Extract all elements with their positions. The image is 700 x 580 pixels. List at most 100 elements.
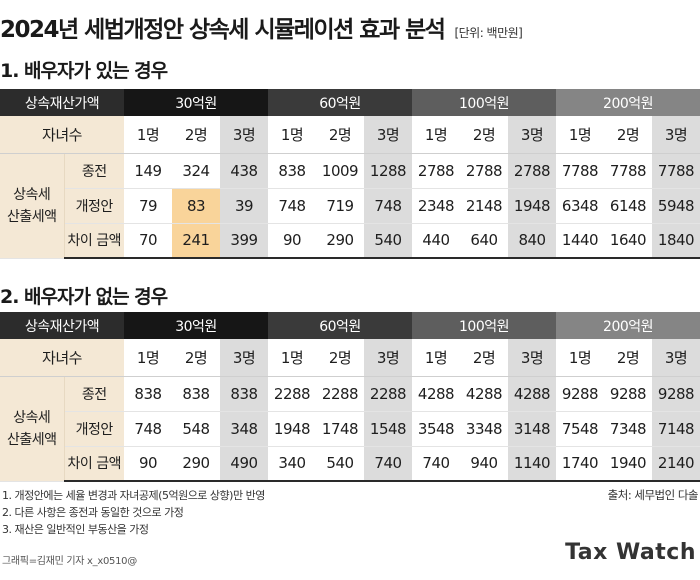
value-cell: 1440 <box>556 223 605 259</box>
row-label: 개정안 <box>64 188 124 224</box>
value-cell: 748 <box>268 188 316 224</box>
kids-cell: 3명 <box>652 116 700 154</box>
value-cell: 640 <box>460 223 508 259</box>
kids-cell: 2명 <box>604 339 653 377</box>
value-cell: 740 <box>364 446 412 482</box>
value-cell: 7788 <box>604 153 653 189</box>
value-cell: 1948 <box>268 411 316 447</box>
value-cell: 2288 <box>268 376 316 412</box>
value-cell: 290 <box>172 446 220 482</box>
table-with-spouse: 상속재산가액 30억원 60억원 100억원 200억원 자녀수 1명 2명 3… <box>0 89 700 259</box>
amount-header-60: 60억원 <box>268 312 412 339</box>
value-cell: 3148 <box>508 411 557 447</box>
value-cell: 6148 <box>604 188 653 224</box>
table-without-spouse: 상속재산가액 30억원 60억원 100억원 200억원 자녀수 1명 2명 3… <box>0 312 700 482</box>
row-label: 개정안 <box>64 411 124 447</box>
kids-cell: 2명 <box>460 116 508 154</box>
value-cell: 1748 <box>316 411 364 447</box>
kids-label: 자녀수 <box>0 116 124 154</box>
value-cell: 90 <box>268 223 316 259</box>
footnote: 3. 재산은 일반적인 부동산을 가정 <box>2 523 149 536</box>
value-cell: 39 <box>220 188 268 224</box>
value-cell: 90 <box>124 446 172 482</box>
kids-cell: 3명 <box>220 339 268 377</box>
kids-cell: 3명 <box>508 116 557 154</box>
value-cell: 2288 <box>364 376 412 412</box>
value-cell: 2348 <box>412 188 460 224</box>
value-cell: 838 <box>172 376 220 412</box>
value-cell: 4288 <box>460 376 508 412</box>
value-cell: 6348 <box>556 188 605 224</box>
value-cell: 540 <box>364 223 412 259</box>
value-cell: 1740 <box>556 446 605 482</box>
value-cell: 748 <box>364 188 412 224</box>
header-label: 상속재산가액 <box>0 312 124 339</box>
value-cell: 2148 <box>460 188 508 224</box>
kids-cell: 1명 <box>556 116 605 154</box>
amount-header-30: 30억원 <box>124 312 268 339</box>
kids-cell: 1명 <box>556 339 605 377</box>
value-cell: 7148 <box>652 411 700 447</box>
value-cell: 540 <box>316 446 364 482</box>
value-cell: 2140 <box>652 446 700 482</box>
value-cell: 740 <box>412 446 460 482</box>
kids-cell: 2명 <box>316 116 364 154</box>
value-cell: 440 <box>412 223 460 259</box>
kids-cell: 3명 <box>220 116 268 154</box>
unit-label: [단위: 백만원] <box>454 26 523 40</box>
value-cell: 1548 <box>364 411 412 447</box>
value-cell: 490 <box>220 446 268 482</box>
value-cell: 3548 <box>412 411 460 447</box>
kids-cell: 1명 <box>268 116 316 154</box>
value-cell: 838 <box>268 153 316 189</box>
value-cell: 149 <box>124 153 172 189</box>
value-cell: 2788 <box>460 153 508 189</box>
value-cell: 1009 <box>316 153 364 189</box>
kids-cell: 1명 <box>412 339 460 377</box>
kids-row: 자녀수 1명 2명 3명 1명 2명 3명 1명 2명 3명 1명 2명 3명 <box>0 339 700 377</box>
highlighted-value-cell: 241 <box>172 223 220 259</box>
value-cell: 1940 <box>604 446 653 482</box>
kids-cell: 3명 <box>508 339 557 377</box>
value-cell: 2788 <box>412 153 460 189</box>
table-row: 차이 금액 90 290 490 340 540 740 740 940 114… <box>0 446 700 482</box>
value-cell: 1140 <box>508 446 557 482</box>
value-cell: 5948 <box>652 188 700 224</box>
value-cell: 348 <box>220 411 268 447</box>
value-cell: 324 <box>172 153 220 189</box>
value-cell: 719 <box>316 188 364 224</box>
kids-cell: 1명 <box>412 116 460 154</box>
row-label: 종전 <box>64 376 124 412</box>
footnote: 1. 개정안에는 세율 변경과 자녀공제(5억원으로 상향)만 반영 <box>2 489 265 502</box>
group-label: 상속세 산출세액 <box>0 376 65 482</box>
value-cell: 7788 <box>556 153 605 189</box>
kids-cell: 3명 <box>652 339 700 377</box>
header-row: 상속재산가액 30억원 60억원 100억원 200억원 <box>0 312 700 339</box>
value-cell: 7788 <box>652 153 700 189</box>
header-label: 상속재산가액 <box>0 89 124 116</box>
value-cell: 4288 <box>508 376 557 412</box>
value-cell: 1288 <box>364 153 412 189</box>
value-cell: 9288 <box>652 376 700 412</box>
source-note: 출처: 세무법인 다솔 <box>607 488 699 502</box>
kids-cell: 1명 <box>124 339 172 377</box>
kids-cell: 2명 <box>316 339 364 377</box>
value-cell: 9288 <box>556 376 605 412</box>
kids-cell: 1명 <box>124 116 172 154</box>
value-cell: 838 <box>124 376 172 412</box>
table-row: 상속세 산출세액 종전 838 838 838 2288 2288 2288 4… <box>0 376 700 482</box>
page-title: 2024년 세법개정안 상속세 시뮬레이션 효과 분석 <box>0 17 446 43</box>
value-cell: 290 <box>316 223 364 259</box>
group-label-line1: 상속세 <box>13 409 51 426</box>
value-cell: 1948 <box>508 188 557 224</box>
value-cell: 2788 <box>508 153 557 189</box>
footnote: 2. 다른 사항은 종전과 동일한 것으로 가정 <box>2 506 184 519</box>
group-label-line2: 산출세액 <box>6 208 57 225</box>
section-1-title: 1. 배우자가 있는 경우 <box>0 60 168 82</box>
table-row: 개정안 79 83 39 748 719 748 2348 2148 1948 … <box>0 188 700 224</box>
value-cell: 1840 <box>652 223 700 259</box>
footnotes: 1. 개정안에는 세율 변경과 자녀공제(5억원으로 상향)만 반영 2. 다른… <box>2 487 265 538</box>
value-cell: 340 <box>268 446 316 482</box>
value-cell: 9288 <box>604 376 653 412</box>
value-cell: 3348 <box>460 411 508 447</box>
